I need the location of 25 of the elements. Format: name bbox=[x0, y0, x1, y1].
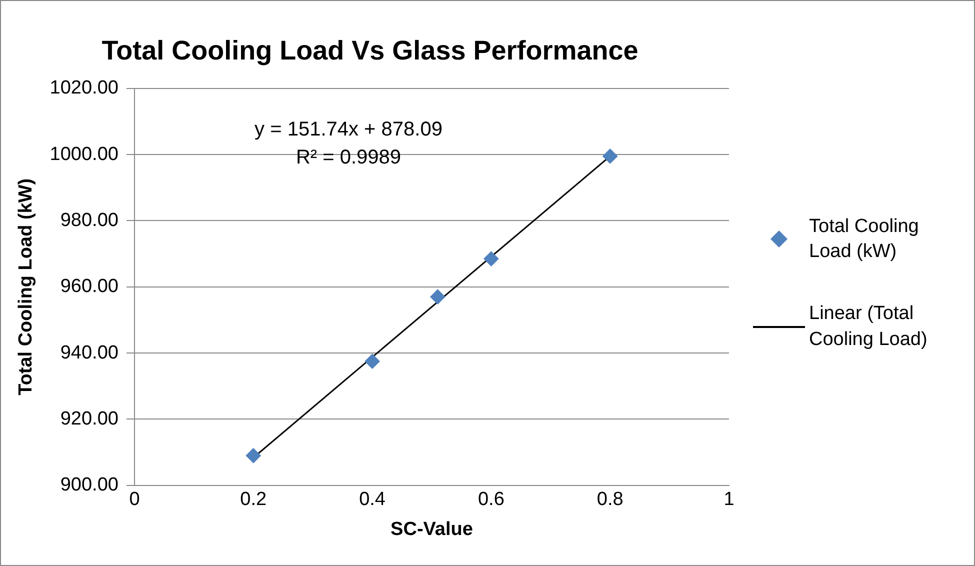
annotation: y = 151.74x + 878.09 bbox=[254, 118, 442, 140]
annotation: R² = 0.9989 bbox=[296, 146, 402, 168]
y-tick-label: 1000.00 bbox=[50, 144, 118, 165]
legend-label: Linear (Total Cooling Load) bbox=[809, 302, 928, 352]
point bbox=[246, 448, 261, 464]
point bbox=[430, 289, 446, 304]
x-tick-label: 0 bbox=[129, 489, 140, 510]
point bbox=[364, 354, 380, 369]
y-tick-label: 900.00 bbox=[60, 474, 118, 496]
y-tick-label: 980.00 bbox=[60, 210, 118, 231]
x-tick-label: 0.4 bbox=[359, 489, 386, 510]
x-tick-label: 0.6 bbox=[478, 489, 504, 510]
x-tick-label: 1 bbox=[724, 489, 734, 510]
y-tick-label: 1020.00 bbox=[50, 78, 118, 99]
y-axis-title: Total Cooling Load (kW) bbox=[16, 178, 37, 396]
legend-label: Total Cooling Load (kW) bbox=[809, 214, 920, 264]
chart-title: Total Cooling Load Vs Glass Performance bbox=[102, 36, 638, 66]
x-tick-label: 0.8 bbox=[596, 489, 624, 510]
y-tick-label: 920.00 bbox=[60, 408, 118, 430]
y-tick-label: 940.00 bbox=[60, 342, 118, 364]
x-axis-title: SC-Value bbox=[390, 518, 473, 540]
point bbox=[602, 148, 618, 164]
point bbox=[484, 251, 499, 266]
x-tick-label: 0.2 bbox=[240, 489, 267, 510]
y-tick-label: 960.00 bbox=[60, 276, 118, 298]
